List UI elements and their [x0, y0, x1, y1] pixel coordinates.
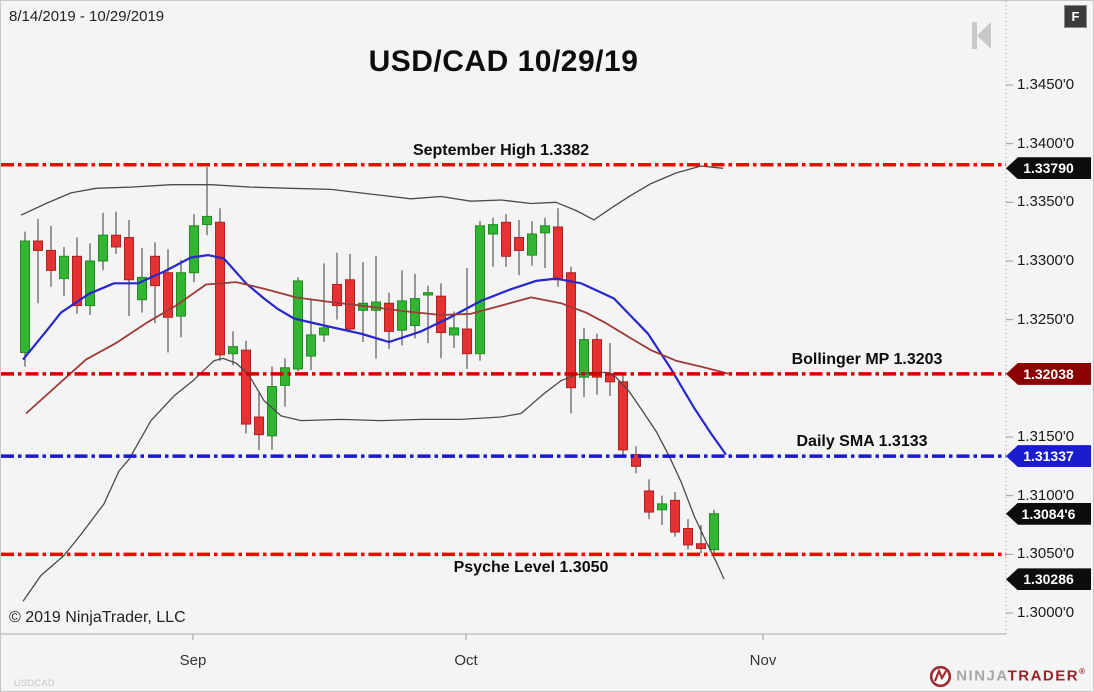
- candlestick-down: [501, 221, 511, 257]
- ninjatrader-logo-icon: [930, 665, 952, 688]
- hline-label-september-high: September High 1.3382: [412, 141, 590, 159]
- candlestick-up: [540, 225, 550, 234]
- sma-fast-blue-line: [22, 254, 727, 456]
- candlestick-down: [254, 416, 264, 436]
- price-badge: 1.33790: [1006, 157, 1091, 180]
- go-to-last-bar-icon[interactable]: [964, 21, 996, 51]
- candlestick-down: [670, 499, 680, 533]
- price-tick-label[interactable]: 1.3350'0: [1017, 193, 1075, 211]
- bollinger-lower-band-line: [22, 357, 725, 602]
- candlestick-down: [605, 373, 615, 383]
- candlestick-down: [72, 255, 82, 307]
- candlestick-down: [111, 234, 121, 248]
- price-tick-label[interactable]: 1.3150'0: [1017, 427, 1075, 445]
- price-tick-label[interactable]: 1.3450'0: [1017, 76, 1075, 93]
- candlestick-up: [488, 224, 498, 235]
- price-tick-label[interactable]: 1.3250'0: [1017, 310, 1075, 328]
- candlestick-up: [475, 225, 485, 355]
- candlestick-up: [137, 276, 147, 301]
- candlestick-up: [657, 503, 667, 511]
- window-link-badge[interactable]: F: [1064, 5, 1087, 28]
- logo-text-ninja: NINJA: [956, 667, 1008, 685]
- candlestick-down: [384, 302, 394, 332]
- price-tick-label[interactable]: 1.3300'0: [1017, 251, 1075, 269]
- hline-label-psyche-level: Psyche Level 1.3050: [453, 559, 609, 577]
- candlestick-up: [319, 327, 329, 336]
- candlestick-up: [527, 233, 537, 256]
- candlestick-down: [46, 249, 56, 271]
- candlestick-down: [124, 237, 134, 281]
- copyright-label: © 2019 NinjaTrader, LLC: [9, 609, 186, 626]
- candlestick-up: [579, 339, 589, 378]
- candlestick-down: [163, 272, 173, 318]
- price-badge: 1.32038: [1006, 362, 1091, 385]
- price-tick-label[interactable]: 1.3050'0: [1017, 545, 1075, 563]
- logo-text-trader: TRADER: [1007, 667, 1080, 685]
- candlestick-up: [98, 234, 108, 262]
- bollinger-upper-band-line: [20, 165, 724, 221]
- time-tick-label[interactable]: Oct: [454, 652, 478, 669]
- candlestick-down: [332, 283, 342, 307]
- candlestick-down: [696, 543, 706, 549]
- logo-registered-mark: ®: [1079, 667, 1085, 677]
- candlestick-up: [423, 292, 433, 296]
- candlestick-up: [397, 300, 407, 331]
- date-range-label: 8/14/2019 - 10/29/2019: [9, 8, 165, 25]
- candlestick-up: [280, 367, 290, 386]
- price-tick-label[interactable]: 1.3000'0: [1017, 603, 1075, 621]
- hline-label-daily-sma: Daily SMA 1.3133: [796, 433, 928, 451]
- candlestick-down: [566, 272, 576, 389]
- candlestick-up: [293, 280, 303, 370]
- candlestick-up: [189, 225, 199, 274]
- candlestick-down: [553, 226, 563, 281]
- time-tick-label[interactable]: Nov: [749, 652, 777, 669]
- chart-title: USD/CAD 10/29/19: [368, 45, 639, 78]
- candlestick-down: [631, 454, 641, 467]
- sma-slow-red-line: [25, 281, 729, 415]
- candlestick-down: [462, 328, 472, 355]
- candlestick-up: [85, 260, 95, 307]
- candlestick-up: [176, 272, 186, 317]
- price-tick-label[interactable]: 1.3100'0: [1017, 486, 1075, 504]
- candlestick-up: [449, 327, 459, 336]
- time-tick-label[interactable]: Sep: [179, 652, 207, 669]
- candlestick-down: [241, 349, 251, 425]
- price-badge: 1.3084'6: [1006, 502, 1091, 525]
- candlestick-down: [618, 381, 628, 451]
- price-badge: 1.30286: [1006, 568, 1091, 591]
- hline-label-bollinger-mp: Bollinger MP 1.3203: [791, 350, 943, 368]
- candlestick-down: [592, 339, 602, 378]
- candlestick-down: [644, 490, 654, 513]
- candlestick-up: [228, 346, 238, 355]
- candlestick-down: [33, 240, 43, 251]
- candlestick-up: [709, 513, 719, 551]
- ninjatrader-logo: NINJATRADER®: [929, 665, 1085, 688]
- candlestick-up: [59, 255, 69, 280]
- candlestick-up: [306, 334, 316, 357]
- candlestick-down: [514, 237, 524, 251]
- price-tick-label[interactable]: 1.3400'0: [1017, 134, 1075, 152]
- candlestick-down: [150, 255, 160, 287]
- candlestick-down: [683, 528, 693, 546]
- instrument-label: USDCAD: [14, 678, 56, 688]
- price-badge: 1.31337: [1006, 445, 1091, 468]
- candlestick-up: [202, 215, 212, 226]
- candlestick-up: [20, 240, 30, 354]
- candlestick-down: [215, 221, 225, 356]
